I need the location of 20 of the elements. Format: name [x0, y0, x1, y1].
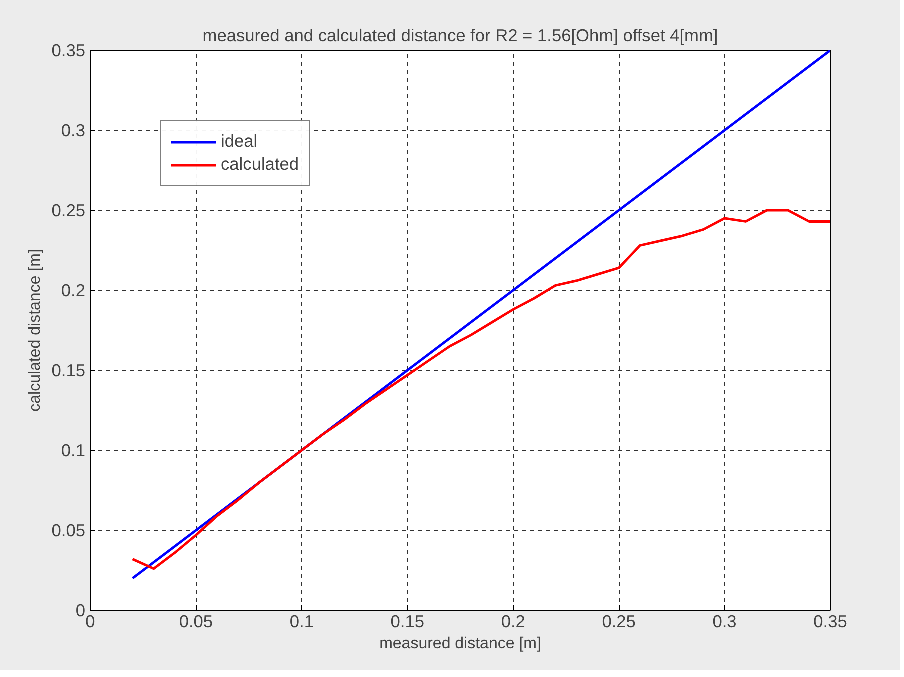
x-tick-label: 0.1: [290, 612, 314, 632]
y-tick-label: 0.05: [52, 520, 86, 540]
x-axis-title: measured distance [m]: [380, 636, 542, 652]
x-tick-label: 0.05: [179, 612, 214, 632]
y-axis-title: calculated distance [m]: [26, 249, 44, 412]
legend-label: ideal: [221, 131, 258, 152]
y-tick-label: 0.3: [61, 120, 86, 140]
x-tick-label: 0.3: [712, 612, 737, 632]
y-tick-label: 0.2: [61, 280, 86, 300]
legend-label: calculated: [221, 154, 300, 175]
x-tick-label: 0.15: [390, 612, 425, 632]
line-series: [132, 209, 830, 570]
chart-title: measured and calculated distance for R2 = 1.56[Ohm] offset 4[mm]: [202, 26, 718, 46]
y-tick-label: 0.25: [52, 200, 86, 220]
y-tick-label: 0.15: [52, 360, 86, 380]
x-tick-label: 0.35: [814, 612, 848, 632]
y-tick-label: 0.35: [52, 40, 86, 60]
y-tick-label: 0.1: [61, 440, 86, 460]
x-tick-label: 0.25: [602, 612, 636, 632]
x-tick-label: 0.2: [501, 612, 526, 632]
